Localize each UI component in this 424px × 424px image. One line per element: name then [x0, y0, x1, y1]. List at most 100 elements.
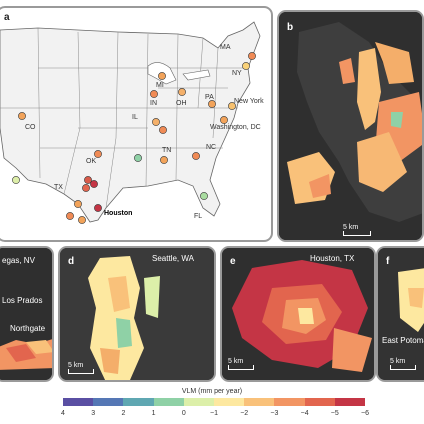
scale-label-b: 5 km: [343, 224, 359, 231]
legend-tick-label: −4: [300, 410, 309, 417]
scale-bar-e: 5 km: [228, 358, 254, 370]
site-marker: [220, 116, 228, 124]
site-marker: [12, 176, 20, 184]
us-map-svg: [0, 21, 261, 224]
site-marker: [159, 126, 167, 134]
legend-title: VLM (mm per year): [181, 388, 243, 395]
legend-swatch: [153, 398, 184, 406]
panel-letter-d: d: [68, 256, 75, 267]
las-vegas-vlm-map: [0, 248, 52, 380]
site-marker: [82, 184, 90, 192]
site-marker: [18, 112, 26, 120]
legend-swatch: [244, 398, 275, 406]
state-lines: [0, 27, 248, 209]
panel-letter-b: b: [287, 22, 294, 33]
panel-letter-e: e: [230, 256, 236, 267]
panel-a-us-map: a MA MI NY IN OH PA New York IL CO Washi…: [0, 6, 273, 242]
label-houston: Houston: [104, 210, 133, 217]
site-marker: [228, 102, 236, 110]
site-marker: [94, 150, 102, 158]
site-marker: [90, 180, 98, 188]
site-marker: [152, 118, 160, 126]
scale-label-f: 5 km: [390, 358, 406, 365]
place-label-d: Seattle, WA: [152, 254, 194, 263]
scale-label-d: 5 km: [68, 362, 84, 369]
site-marker: [208, 100, 216, 108]
legend-tick-label: −2: [240, 410, 249, 417]
houston-vlm-map: [222, 248, 374, 380]
legend-ticks: 4 3 2 1 0 −1 −2 −3 −4 −5 −6: [61, 410, 369, 420]
seattle-vlm-map: [60, 248, 214, 380]
legend-tick-label: 2: [121, 410, 126, 417]
sublabel-los-prados: Los Prados: [2, 296, 43, 305]
panel-c-las-vegas: egas, NV Los Prados Northgate: [0, 246, 54, 382]
site-marker: [74, 200, 82, 208]
site-marker: [78, 216, 86, 224]
label-ok: OK: [86, 158, 97, 165]
legend-swatch: [123, 398, 154, 406]
label-tx: TX: [54, 184, 63, 191]
legend-swatch: [334, 398, 366, 406]
label-tn: TN: [162, 147, 172, 154]
new-york-vlm-map: [279, 12, 422, 240]
legend-tick-label: −1: [210, 410, 218, 417]
panel-d-seattle: d Seattle, WA 5 km: [58, 246, 216, 382]
scale-bar-b: 5 km: [343, 224, 371, 236]
legend-swatch: [93, 398, 124, 406]
legend-colorbar: [63, 398, 366, 406]
legend-swatch: [183, 398, 215, 406]
site-marker: [242, 62, 250, 70]
panel-e-houston: e Houston, TX 5 km: [220, 246, 376, 382]
label-washington-dc: Washington, DC: [210, 124, 261, 131]
washington-vlm-map: [378, 248, 424, 380]
legend-tick-label: −6: [361, 410, 369, 417]
site-marker: [200, 192, 208, 200]
site-marker: [66, 212, 74, 220]
scale-label-e: 5 km: [228, 358, 244, 365]
label-nc: NC: [206, 144, 217, 151]
sublabel-northgate: Northgate: [10, 324, 46, 333]
site-markers: [12, 52, 256, 224]
site-marker: [160, 156, 168, 164]
sublabel-east-potomac: East Potomac: [382, 336, 424, 345]
legend-tick-label: 0: [181, 410, 186, 417]
legend-swatch: [63, 398, 94, 406]
legend-tick-label: 1: [151, 410, 156, 417]
panel-b-new-york: b 5 km: [277, 10, 424, 242]
site-marker: [192, 152, 200, 160]
legend-tick-label: −5: [330, 410, 339, 417]
label-fl: FL: [194, 213, 203, 220]
site-marker: [248, 52, 256, 60]
legend-tick-label: 3: [91, 410, 96, 417]
legend-swatch: [304, 398, 335, 406]
legend-swatch: [274, 398, 305, 406]
place-label-c: egas, NV: [2, 256, 35, 265]
site-marker: [150, 90, 158, 98]
scale-bar-d: 5 km: [68, 362, 94, 374]
legend-swatch: [214, 398, 245, 406]
panel-letter-f: f: [386, 256, 390, 267]
vlm-legend: VLM (mm per year) 4 3 2 1 0 −1 −2 −3 −4 −5 −6: [0, 388, 424, 424]
label-co: CO: [25, 124, 36, 131]
label-il: IL: [132, 114, 138, 121]
label-ny: NY: [232, 70, 242, 77]
site-marker: [158, 72, 166, 80]
scale-bar-f: 5 km: [390, 358, 416, 370]
label-in: IN: [150, 100, 157, 107]
label-new-york: New York: [234, 98, 264, 105]
site-marker: [94, 204, 102, 212]
manhattan: [357, 48, 381, 130]
legend-tick-label: 4: [61, 410, 65, 417]
panel-letter-a: a: [4, 12, 10, 23]
label-ma: MA: [220, 44, 231, 51]
brooklyn: [357, 132, 407, 192]
site-marker: [178, 88, 186, 96]
bronx: [375, 42, 414, 84]
panel-f-washington: f East Potomac 5 km: [376, 246, 424, 382]
label-pa: PA: [205, 94, 214, 101]
label-mi: MI: [156, 82, 164, 89]
legend-tick-label: −3: [270, 410, 279, 417]
place-label-e: Houston, TX: [310, 254, 355, 263]
site-marker: [84, 176, 92, 184]
label-oh: OH: [176, 100, 187, 107]
